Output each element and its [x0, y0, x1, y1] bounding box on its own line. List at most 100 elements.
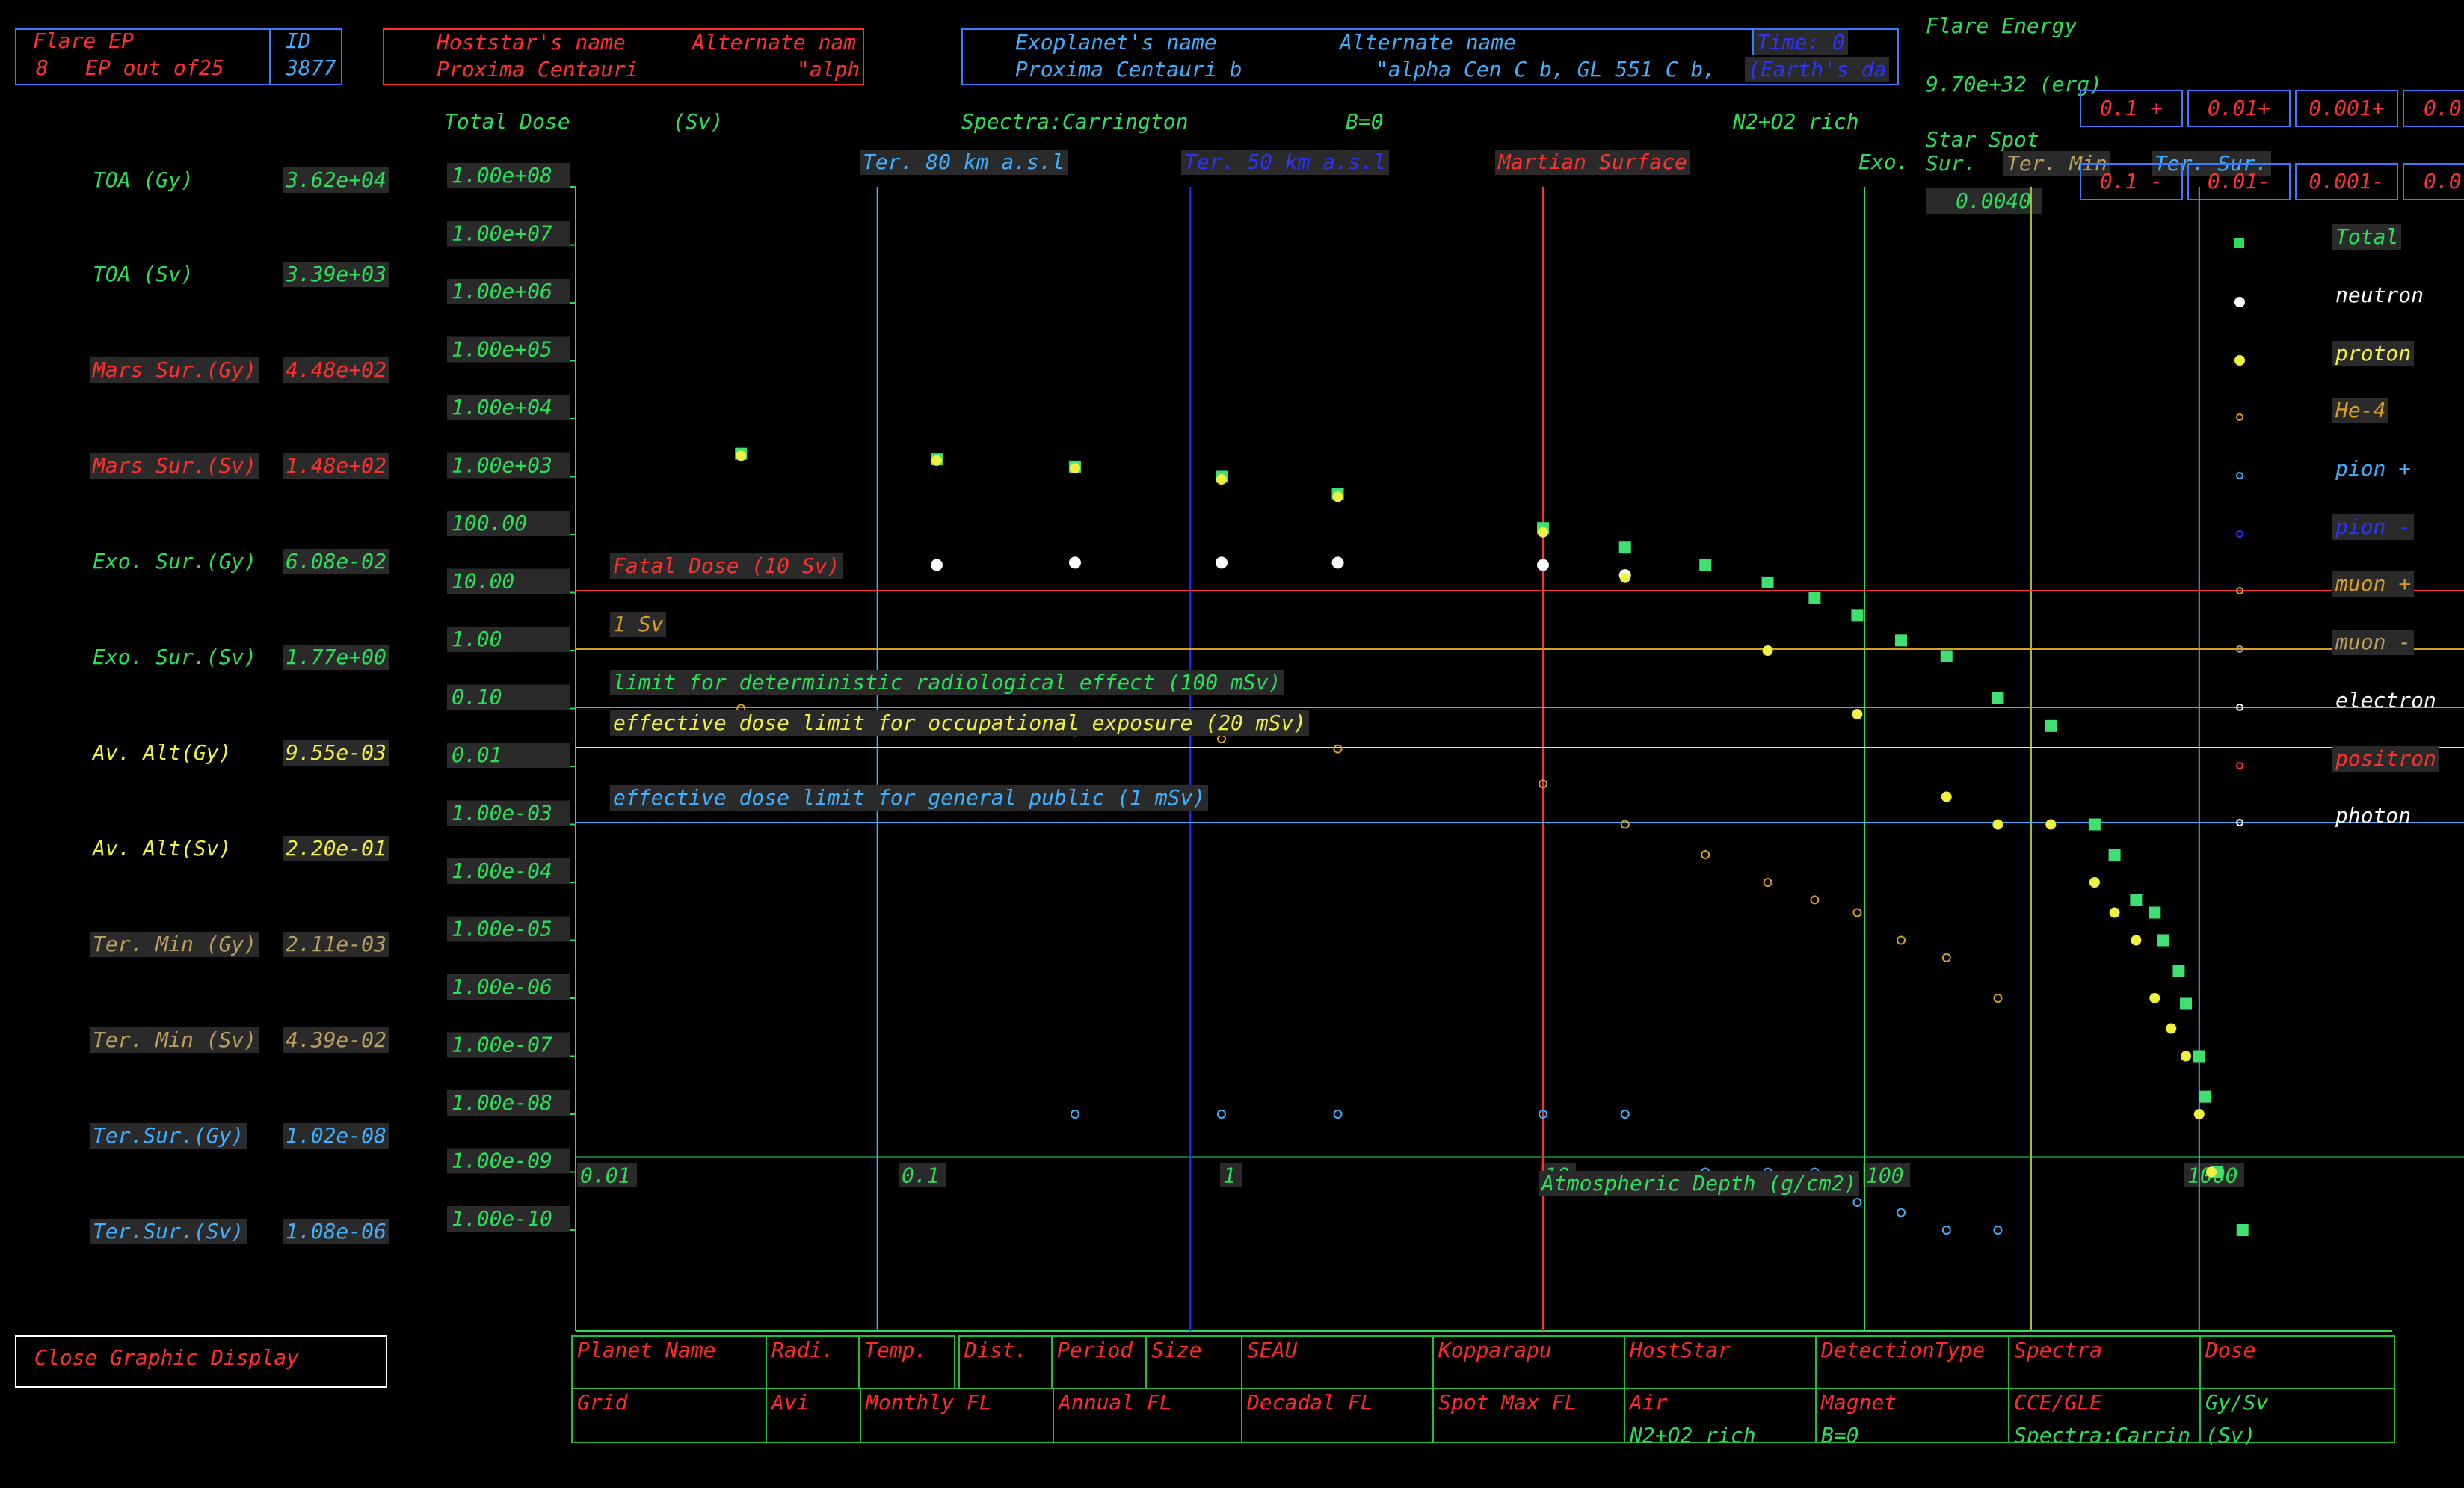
legend-marker — [2234, 297, 2245, 307]
data-point-total — [1618, 541, 1631, 554]
data-point-total — [2108, 849, 2121, 861]
data-point-he4 — [1852, 908, 1862, 917]
data-point-total — [2193, 1050, 2205, 1063]
opt-air-label: Air — [1630, 1390, 1668, 1415]
col-kopparapu[interactable]: Kopparapu — [1432, 1335, 1625, 1389]
dose-line-label-fatal: Fatal Dose (10 Sv) — [610, 553, 843, 579]
adjust-plus-0-01-button[interactable]: 0.01+ — [2187, 90, 2291, 127]
opt-magnet[interactable]: Magnet B=0 — [1815, 1388, 2009, 1448]
adjust-minus-0-001-button[interactable]: 0.001- — [2295, 163, 2398, 200]
opt-air[interactable]: Air N2+O2 rich — [1624, 1388, 1817, 1448]
data-point-proton — [2149, 993, 2160, 1003]
data-point-he4 — [1993, 994, 2003, 1003]
adjust-plus-0-001-button[interactable]: 0.001+ — [2295, 90, 2398, 127]
summary-value-tersur-gy: 1.02e-08 — [283, 1123, 389, 1149]
y-tick-bg — [447, 1206, 570, 1232]
summary-label-mars-sv: Mars Sur.(Sv) — [90, 453, 260, 479]
b-field-label: B=0 — [1346, 109, 1384, 134]
col-planet-name[interactable]: Planet Name — [571, 1335, 767, 1389]
spectra-label: Spectra:Carrington — [961, 109, 1189, 134]
opt-avi[interactable]: Avi — [766, 1388, 861, 1443]
opt-grid[interactable]: Grid — [571, 1388, 767, 1443]
summary-value-avalt-sv: 2.20e-01 — [283, 836, 389, 861]
col-hoststar[interactable]: HostStar — [1624, 1335, 1817, 1389]
data-point-total — [2157, 934, 2169, 947]
data-point-total — [1992, 692, 2004, 704]
data-point-proton — [2131, 935, 2142, 946]
col-period[interactable]: Period — [1051, 1335, 1147, 1389]
adjust-plus-0-1-button[interactable]: 0.1 + — [2080, 90, 2183, 127]
opt-gy-sv[interactable]: Gy/Sv (Sv) — [2199, 1388, 2395, 1448]
dose-unit-label: (Sv) — [673, 109, 724, 134]
x-tick-label: 100 — [1866, 1163, 1904, 1188]
y-tick-bg — [447, 336, 570, 363]
id-value: 3877 — [286, 55, 336, 80]
data-point-proton — [1619, 572, 1630, 583]
close-graphic-display-button[interactable]: Close Graphic Display — [15, 1335, 387, 1388]
col-size[interactable]: Size — [1145, 1335, 1242, 1389]
star-spot-sur: Sur. — [1926, 151, 1977, 176]
col-radi[interactable]: Radi. — [766, 1335, 860, 1389]
data-point-total — [1808, 592, 1821, 605]
data-point-total — [2172, 965, 2185, 977]
legend-label-total: Total — [2332, 224, 2402, 250]
data-point-proton — [1216, 474, 1227, 485]
col-dose[interactable]: Dose — [2199, 1335, 2395, 1389]
flare-energy-value: 9.70e+32 (erg) — [1926, 72, 2103, 96]
total-dose-label: Total Dose — [444, 109, 570, 134]
y-tick-bg — [447, 221, 570, 247]
flare-ep-box — [15, 28, 342, 85]
adjust-plus-0-0001-button[interactable]: 0.0 — [2403, 90, 2464, 127]
legend-label-muon-plus: muon + — [2332, 571, 2415, 597]
col-seau[interactable]: SEAU — [1241, 1335, 1434, 1389]
y-tick-label: 10.00 — [452, 569, 514, 594]
legend-label-he4: He-4 — [2332, 398, 2389, 423]
data-point-total — [1940, 650, 1953, 662]
hoststar-label: Hoststar's name — [437, 30, 626, 55]
opt-monthly-fl[interactable]: Monthly FL — [860, 1388, 1054, 1443]
summary-label-mars-gy: Mars Sur.(Gy) — [90, 357, 260, 383]
marker-martian-surface: Martian Surface — [1495, 150, 1690, 175]
col-spectra[interactable]: Spectra — [2008, 1335, 2201, 1389]
adjust-minus-0-1-button[interactable]: 0.1 - — [2080, 163, 2183, 200]
earth-days: (Earth's da — [1745, 57, 1890, 82]
data-point-proton — [1992, 819, 2003, 830]
y-tick-label: 1.00e+08 — [452, 163, 552, 188]
col-temp[interactable]: Temp. — [858, 1335, 955, 1389]
opt-decadal-fl[interactable]: Decadal FL — [1241, 1388, 1434, 1443]
opt-gy-sv-label: Gy/Sv — [2205, 1390, 2269, 1415]
y-tick-label: 100.00 — [452, 511, 527, 535]
opt-spot-max-fl[interactable]: Spot Max FL — [1432, 1388, 1625, 1443]
y-tick-label: 1.00e+05 — [452, 337, 552, 362]
col-detection-type[interactable]: DetectionType — [1815, 1335, 2009, 1389]
data-point-pion-plus — [1896, 1208, 1906, 1217]
col-dist[interactable]: Dist. — [958, 1335, 1053, 1389]
summary-label-tersur-sv: Ter.Sur.(Sv) — [90, 1219, 247, 1244]
data-point-he4 — [1701, 850, 1710, 860]
ep-index: 8 — [36, 55, 49, 80]
data-point-proton — [1069, 463, 1080, 474]
data-point-neutron — [930, 559, 943, 571]
adjust-minus-0-01-button[interactable]: 0.01- — [2187, 163, 2291, 200]
y-tick-bg — [447, 452, 570, 479]
data-point-he4 — [1941, 953, 1951, 962]
summary-label-toa-sv: TOA (Sv) — [93, 262, 194, 286]
y-tick-bg — [447, 1090, 570, 1116]
data-point-proton — [2206, 1166, 2217, 1178]
opt-cce-gle[interactable]: CCE/GLE Spectra:Carrin — [2008, 1388, 2201, 1443]
data-point-total — [1851, 609, 1864, 622]
data-point-he4 — [1217, 734, 1226, 744]
summary-label-termin-sv: Ter. Min (Sv) — [90, 1027, 260, 1053]
adjust-minus-0-0001-button[interactable]: 0.0 — [2403, 163, 2464, 200]
data-point-total — [2199, 1090, 2212, 1103]
y-tick-bg — [447, 800, 570, 826]
opt-annual-fl[interactable]: Annual FL — [1053, 1388, 1242, 1443]
legend-marker — [2236, 530, 2243, 538]
data-point-proton — [1941, 791, 1952, 802]
hoststar-box: Hoststar's name Alternate nam Proxima Ce… — [383, 28, 864, 85]
flare-energy-label: Flare Energy — [1926, 13, 2078, 38]
y-tick-bg — [447, 1148, 570, 1174]
exoplanet-alt-label: Alternate name — [1340, 30, 1517, 55]
y-tick-label: 1.00e-09 — [452, 1149, 552, 1173]
